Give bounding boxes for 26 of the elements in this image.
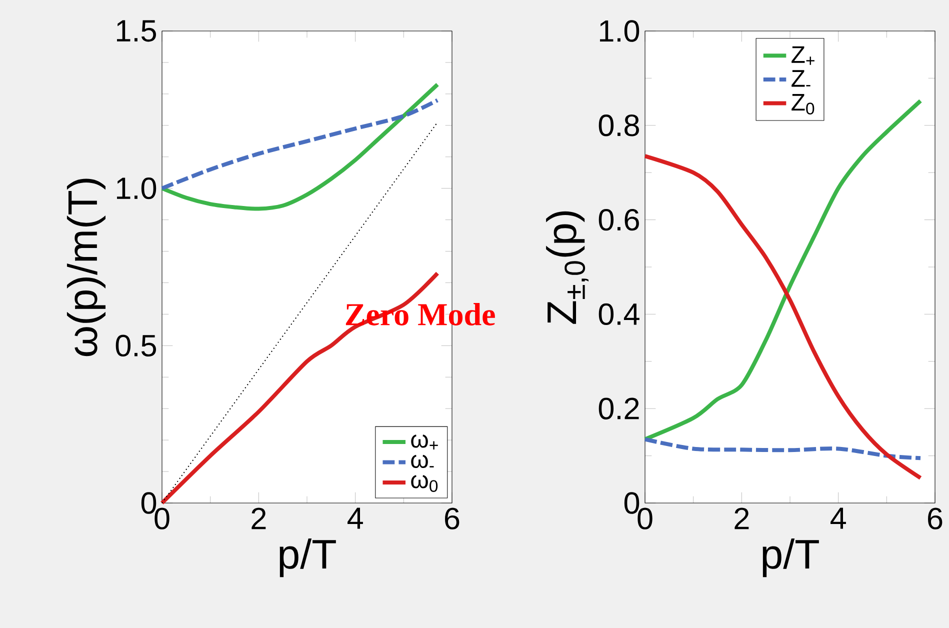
y-axis-title: Z$_{±,0}$(p): [546, 211, 589, 324]
y-tick-label: 0: [141, 492, 156, 514]
x-tick-label: 2: [734, 508, 749, 530]
x-tick-label: 6: [928, 508, 942, 530]
x-tick-label: 4: [348, 508, 363, 529]
y-tick-label: 0.5: [116, 334, 156, 357]
y-tick-label: 0: [624, 492, 640, 514]
legend-label: Z$_{-}$: [792, 70, 810, 87]
y-tick-label: 0.2: [598, 398, 639, 420]
x-axis-title: p/T: [280, 538, 336, 578]
y-tick-label: 1.0: [600, 20, 640, 42]
y-tick-label: 0.8: [598, 114, 639, 136]
y-tick-label: 1.0: [117, 177, 156, 200]
legend-label: ω$_{+}$: [411, 434, 438, 450]
x-axis-title: p/T: [762, 538, 819, 578]
x-tick-label: 2: [252, 508, 266, 530]
y-tick-label: 1.5: [117, 20, 156, 42]
x-tick-label: 6: [445, 508, 460, 530]
y-axis-title: ω(p)/m(T): [66, 178, 106, 356]
y-tick-label: 0.4: [598, 303, 640, 326]
x-tick-label: 4: [830, 508, 846, 529]
legend-label: Z$_{0}$: [792, 94, 814, 115]
legend-label: Z$_{+}$: [792, 46, 814, 65]
y-tick-label: 0.6: [598, 208, 639, 231]
legend-label: ω$_{-}$: [411, 454, 434, 468]
legend-label: ω$_{0}$: [411, 475, 438, 492]
